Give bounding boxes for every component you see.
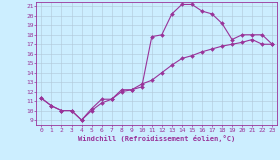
X-axis label: Windchill (Refroidissement éolien,°C): Windchill (Refroidissement éolien,°C) (78, 135, 235, 142)
